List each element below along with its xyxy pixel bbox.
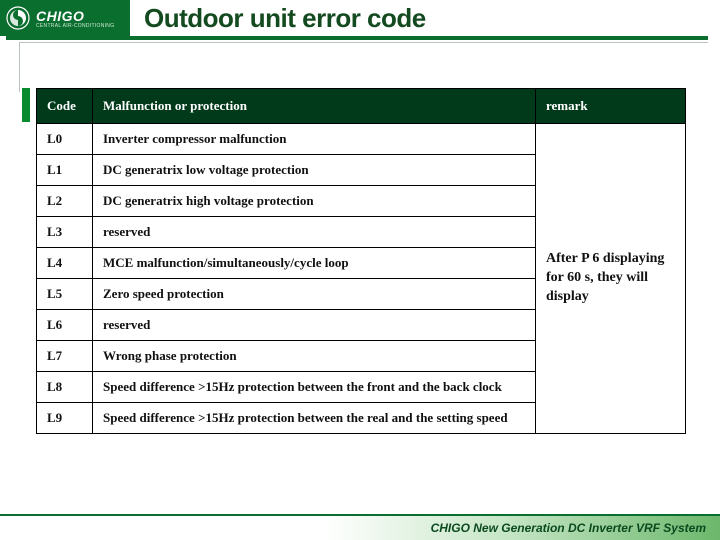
cell-desc: DC generatrix high voltage protection [93,186,536,217]
side-accent-chip [22,88,30,122]
rule-vertical [5,42,20,92]
header-bar: CHIGO CENTRAL AIR-CONDITIONING Outdoor u… [0,0,720,36]
footer-text: CHIGO New Generation DC Inverter VRF Sys… [431,521,706,535]
cell-code: L8 [37,372,93,403]
rule-thick [6,36,708,40]
col-header-remark: remark [536,89,686,124]
brand-subtitle: CENTRAL AIR-CONDITIONING [36,23,114,29]
cell-desc: Speed difference >15Hz protection betwee… [93,403,536,434]
table-header-row: Code Malfunction or protection remark [37,89,686,124]
error-code-table-wrap: Code Malfunction or protection remark L0… [36,88,686,434]
col-header-desc: Malfunction or protection [93,89,536,124]
brand-name: CHIGO [36,8,114,24]
cell-code: L6 [37,310,93,341]
cell-desc: Wrong phase protection [93,341,536,372]
cell-desc: DC generatrix low voltage protection [93,155,536,186]
cell-desc: MCE malfunction/simultaneously/cycle loo… [93,248,536,279]
cell-code: L1 [37,155,93,186]
error-code-table: Code Malfunction or protection remark L0… [36,88,686,434]
cell-code: L2 [37,186,93,217]
cell-code: L5 [37,279,93,310]
brand-logo-block: CHIGO CENTRAL AIR-CONDITIONING [0,0,130,36]
footer-bar: CHIGO New Generation DC Inverter VRF Sys… [0,514,720,540]
table-body: L0 Inverter compressor malfunction After… [37,124,686,434]
footer-gradient: CHIGO New Generation DC Inverter VRF Sys… [0,516,720,540]
cell-desc: reserved [93,217,536,248]
rule-group [0,36,720,92]
table-row: L0 Inverter compressor malfunction After… [37,124,686,155]
cell-code: L9 [37,403,93,434]
cell-desc: Speed difference >15Hz protection betwee… [93,372,536,403]
col-header-code: Code [37,89,93,124]
cell-code: L0 [37,124,93,155]
cell-code: L3 [37,217,93,248]
cell-desc: reserved [93,310,536,341]
cell-remark: After P 6 displaying for 60 s, they will… [536,124,686,434]
cell-code: L7 [37,341,93,372]
cell-code: L4 [37,248,93,279]
brand-swirl-icon [6,6,30,30]
rule-thin [20,42,708,43]
page-title: Outdoor unit error code [144,3,426,34]
cell-desc: Zero speed protection [93,279,536,310]
cell-desc: Inverter compressor malfunction [93,124,536,155]
